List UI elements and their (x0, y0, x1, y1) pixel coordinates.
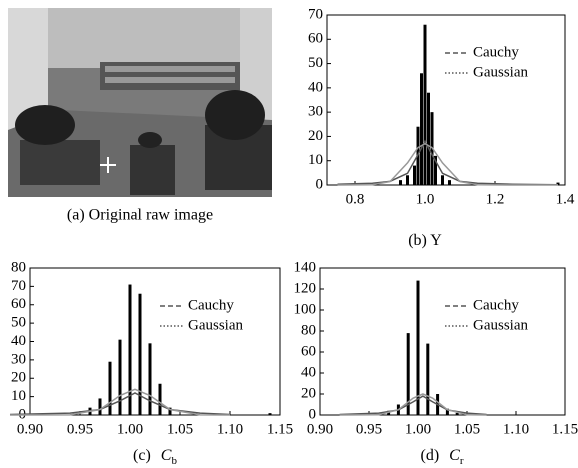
x-tick-label: 0.95 (356, 421, 382, 437)
y-tick-label: 0 (309, 406, 317, 422)
x-tick-label: 1.00 (405, 421, 431, 437)
histogram-bar (556, 182, 560, 185)
y-tick-label: 60 (301, 343, 316, 359)
x-tick-label: 1.10 (503, 421, 529, 437)
x-tick-label: 0.8 (346, 191, 365, 207)
histogram-bar (118, 339, 122, 415)
histogram-bar (427, 92, 430, 185)
y-tick-label: 40 (308, 79, 323, 95)
histogram-bar (406, 175, 409, 185)
y-tick-label: 20 (308, 128, 323, 144)
y-tick-label: 70 (11, 278, 26, 294)
histogram-bar (413, 165, 416, 185)
caption: (d) Cr (421, 447, 464, 467)
fit-curve (9, 392, 231, 416)
histogram-bar (138, 293, 142, 415)
histogram-bar (445, 408, 449, 415)
y-tick-label: 40 (301, 364, 316, 380)
histogram-bar (448, 180, 451, 185)
y-tick-label: 0 (316, 176, 324, 192)
y-tick-label: 50 (11, 315, 26, 331)
x-tick-label: 1.2 (486, 191, 505, 207)
x-tick-label: 1.00 (117, 421, 143, 437)
y-tick-label: 140 (294, 259, 317, 275)
histogram-bar (148, 343, 152, 415)
caption-part: r (460, 455, 464, 467)
x-tick-label: 1.05 (454, 421, 480, 437)
y-tick-label: 20 (11, 370, 26, 386)
histogram-bar (420, 73, 423, 185)
y-tick-label: 60 (308, 31, 323, 47)
legend-label: Gaussian (473, 317, 528, 333)
caption-part: (c) (133, 447, 151, 464)
histogram-bar (455, 412, 459, 415)
histogram-bar (399, 180, 402, 185)
plot-frame (319, 267, 566, 416)
histogram-bar (441, 175, 444, 185)
x-tick-label: 0.95 (67, 421, 93, 437)
y-tick-label: 60 (11, 296, 26, 312)
histogram-bar (128, 284, 132, 415)
y-tick-label: 20 (301, 385, 316, 401)
histogram-bar (416, 280, 420, 415)
y-tick-label: 10 (11, 388, 26, 404)
histogram-bar (268, 413, 272, 415)
x-tick-label: 1.0 (416, 191, 435, 207)
legend-label: Cauchy (188, 297, 234, 313)
x-tick-label: 0.90 (307, 421, 333, 437)
histogram-bar (434, 155, 437, 185)
caption-part: (d) (421, 447, 440, 464)
x-tick-label: 0.90 (17, 421, 43, 437)
histogram-bar (108, 361, 112, 415)
histogram-bar (423, 24, 427, 186)
x-tick-label: 1.15 (552, 421, 578, 437)
x-tick-label: 1.15 (267, 421, 293, 437)
fit-curve (339, 395, 487, 416)
photo (8, 8, 272, 197)
histogram-bar (406, 333, 410, 415)
fit-curve (339, 393, 487, 416)
y-tick-label: 70 (308, 6, 323, 22)
y-tick-label: 120 (294, 280, 317, 296)
y-tick-label: 10 (308, 152, 323, 168)
caption-part: C (449, 447, 460, 464)
legend-label: Cauchy (473, 44, 519, 60)
caption-part: (b) Y (408, 232, 442, 249)
y-tick-label: 50 (308, 55, 323, 71)
fit-curve (337, 142, 558, 186)
y-tick-label: 30 (11, 351, 26, 367)
caption: (b) Y (408, 232, 442, 249)
y-tick-label: 40 (11, 333, 26, 349)
y-tick-label: 80 (301, 322, 316, 338)
fit-curve (9, 388, 231, 416)
caption: (c) Cb (133, 447, 177, 467)
plot-frame (326, 14, 566, 186)
y-tick-label: 80 (11, 259, 26, 275)
fit-curve (337, 139, 559, 186)
histogram-bar (98, 398, 102, 415)
caption: (a) Original raw image (67, 207, 213, 224)
legend-label: Gaussian (188, 317, 243, 333)
y-tick-label: 100 (294, 301, 317, 317)
histogram-bar (168, 407, 172, 415)
legend-label: Cauchy (473, 297, 519, 313)
histogram-bar (158, 383, 162, 415)
caption-part: C (161, 447, 172, 464)
x-tick-label: 1.05 (167, 421, 193, 437)
x-tick-label: 1.10 (217, 421, 243, 437)
plot-frame (29, 267, 281, 416)
caption-part: b (171, 455, 177, 467)
histogram-bar (426, 343, 430, 415)
legend-label: Gaussian (473, 64, 528, 80)
y-tick-label: 30 (308, 104, 323, 120)
x-tick-label: 1.4 (556, 191, 575, 207)
